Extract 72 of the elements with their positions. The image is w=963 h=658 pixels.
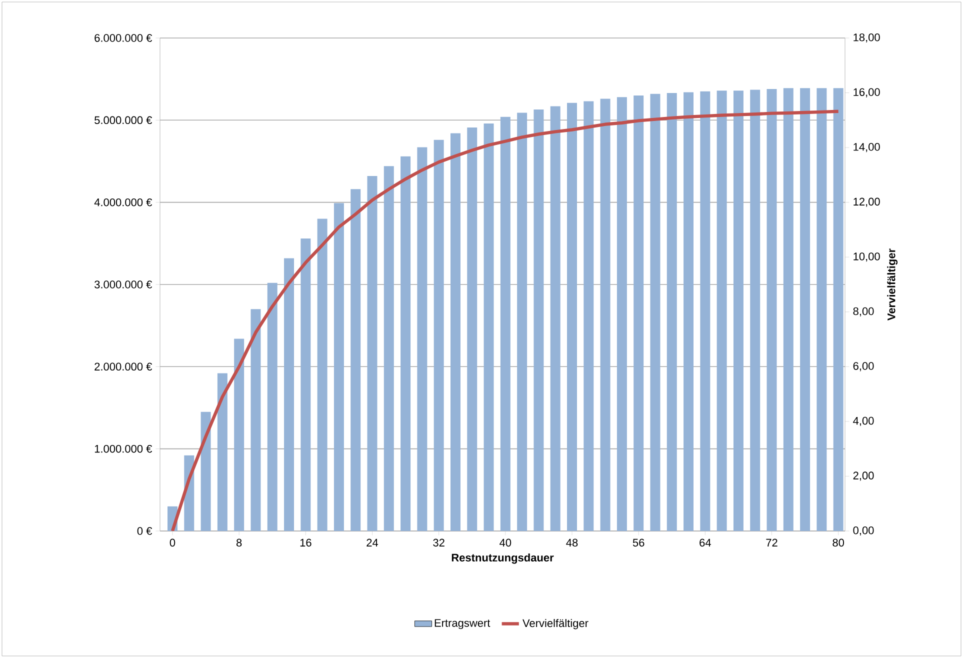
bar bbox=[733, 90, 744, 531]
x-tick-label: 8 bbox=[236, 538, 242, 547]
bar bbox=[766, 88, 777, 531]
y-tick-label: 3.000.000 € bbox=[94, 280, 152, 288]
y2-axis-title: Vervielfältiger bbox=[887, 248, 898, 320]
y2-tick-label: 18,00 bbox=[854, 33, 880, 43]
bar bbox=[800, 88, 810, 531]
bar bbox=[350, 189, 361, 531]
bar bbox=[634, 96, 644, 531]
y2-tick-label: 14,00 bbox=[854, 143, 880, 152]
bar bbox=[334, 203, 344, 531]
x-tick-label: 40 bbox=[500, 538, 512, 547]
bar bbox=[434, 140, 444, 531]
y-tick-label: 2.000.000 € bbox=[94, 362, 152, 371]
bar bbox=[650, 94, 660, 531]
bar bbox=[600, 98, 610, 531]
legend-label: Vervielfältiger bbox=[522, 619, 588, 630]
bar bbox=[666, 93, 677, 531]
bar bbox=[517, 112, 528, 531]
x-tick-label: 56 bbox=[632, 538, 644, 547]
bar bbox=[484, 123, 494, 531]
y-tick-label: 4.000.000 € bbox=[94, 198, 152, 206]
bar bbox=[234, 338, 244, 531]
y2-tick-label: 6,00 bbox=[853, 362, 874, 372]
x-tick-label: 24 bbox=[366, 538, 378, 546]
y-tick-label: 5.000.000 € bbox=[94, 116, 152, 124]
bar bbox=[584, 101, 594, 531]
y2-tick-label: 12,00 bbox=[854, 198, 880, 207]
bar bbox=[367, 176, 378, 531]
bar bbox=[550, 106, 560, 531]
bar bbox=[700, 91, 710, 531]
bar bbox=[684, 92, 694, 531]
bar bbox=[267, 282, 278, 531]
y2-tick-label: 0,00 bbox=[853, 526, 874, 536]
x-tick-label: 32 bbox=[433, 538, 444, 547]
bar bbox=[300, 238, 311, 531]
x-tick-label: 80 bbox=[832, 538, 844, 547]
bar bbox=[400, 156, 411, 531]
bar bbox=[417, 147, 428, 531]
x-tick-label: 64 bbox=[700, 538, 711, 547]
line-series bbox=[170, 110, 840, 531]
legend-label: Ertragswert bbox=[434, 619, 490, 630]
x-tick-label: 0 bbox=[170, 538, 176, 547]
x-tick-label: 48 bbox=[566, 538, 578, 547]
y-tick-label: 0 € bbox=[137, 527, 152, 535]
bar bbox=[534, 109, 544, 531]
y2-tick-label: 10,00 bbox=[854, 252, 880, 262]
bar bbox=[450, 133, 460, 531]
bar bbox=[284, 258, 294, 531]
y-tick-label: 6.000.000 € bbox=[94, 34, 152, 42]
y2-tick-label: 2,00 bbox=[853, 472, 874, 481]
x-tick-label: 72 bbox=[766, 538, 778, 546]
bar bbox=[567, 102, 577, 531]
bar bbox=[750, 90, 760, 531]
bar bbox=[716, 90, 727, 531]
x-tick-label: 16 bbox=[300, 538, 312, 547]
bar bbox=[217, 373, 228, 531]
y2-tick-label: 8,00 bbox=[853, 307, 874, 316]
bar bbox=[384, 166, 394, 531]
x-axis-title: Restnutzungsdauer bbox=[452, 553, 554, 564]
bar bbox=[250, 309, 261, 531]
bar bbox=[500, 116, 510, 531]
y2-tick-label: 4,00 bbox=[853, 416, 874, 426]
bar bbox=[616, 97, 627, 531]
bar bbox=[200, 412, 211, 531]
bar bbox=[317, 218, 328, 531]
y2-tick-label: 16,00 bbox=[854, 88, 880, 98]
bar bbox=[467, 128, 478, 531]
bar bbox=[816, 88, 827, 531]
bar bbox=[833, 88, 844, 531]
bar bbox=[783, 88, 794, 531]
y-tick-label: 1.000.000 € bbox=[94, 444, 152, 453]
